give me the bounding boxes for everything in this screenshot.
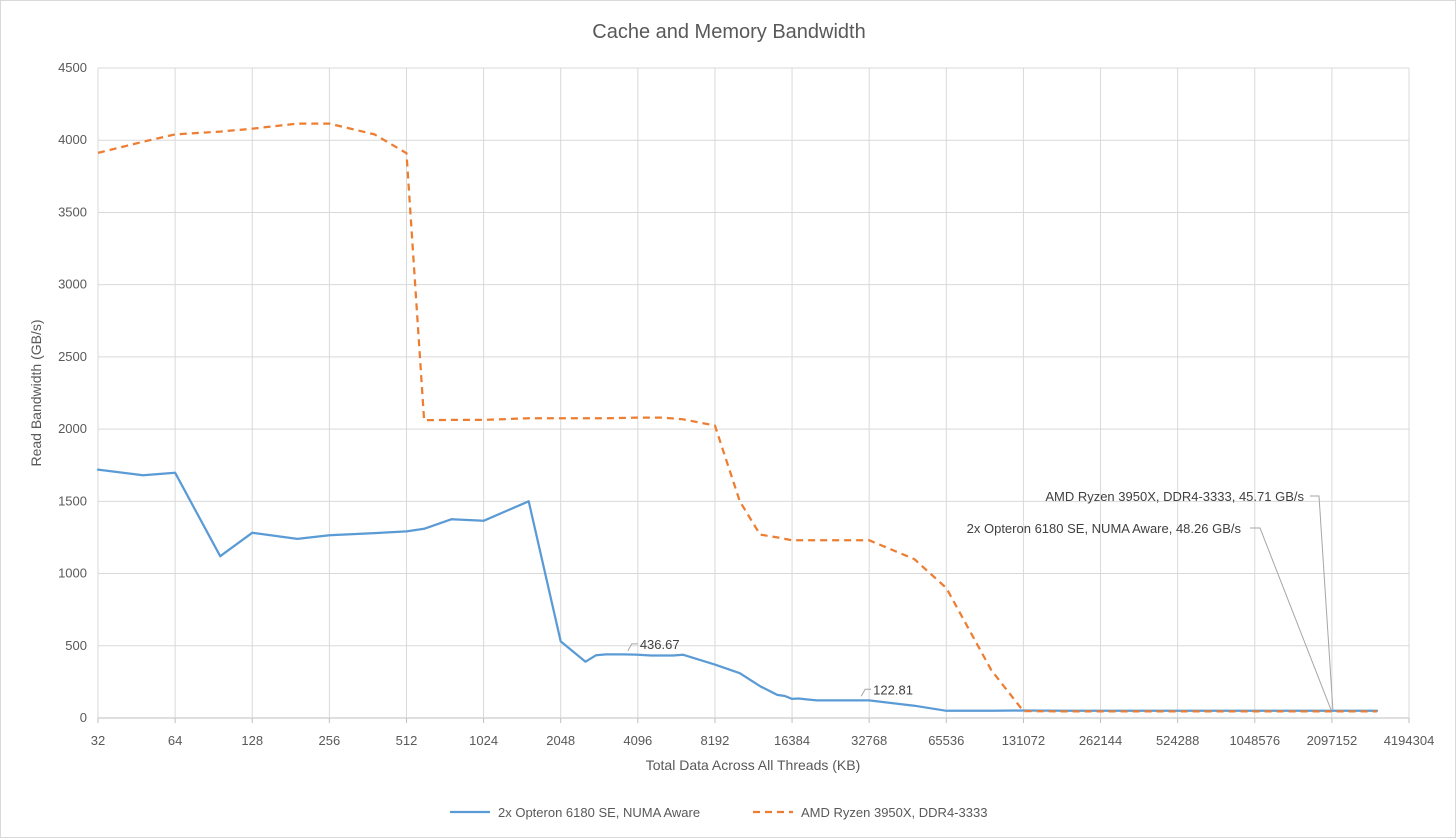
y-tick-label: 2500 (58, 349, 87, 364)
chart-title: Cache and Memory Bandwidth (592, 21, 865, 43)
x-tick-label: 8192 (700, 733, 729, 748)
x-tick-label: 16384 (774, 733, 810, 748)
legend: 2x Opteron 6180 SE, NUMA Aware AMD Ryzen … (450, 805, 987, 820)
x-tick-label: 2097152 (1307, 733, 1358, 748)
series-line-1 (97, 122, 1377, 713)
x-tick-label: 262144 (1079, 733, 1122, 748)
annotation-label: 122.81 (873, 682, 913, 697)
y-tick-label: 3000 (58, 277, 87, 292)
x-tick-label: 128 (241, 733, 263, 748)
grid-lines (97, 67, 1410, 723)
x-tick-label: 32 (91, 733, 105, 748)
y-axis-title: Read Bandwidth (GB/s) (28, 319, 44, 466)
y-tick-label: 500 (65, 638, 87, 653)
y-tick-label: 2000 (58, 421, 87, 436)
x-tick-label: 256 (319, 733, 341, 748)
annotation-leader (1250, 527, 1332, 710)
annotation-label: 2x Opteron 6180 SE, NUMA Aware, 48.26 GB… (967, 521, 1242, 536)
y-tick-label: 1500 (58, 493, 87, 508)
annotation-leader (1310, 495, 1334, 710)
y-tick-label: 4000 (58, 132, 87, 147)
annotation-label: 436.67 (640, 637, 680, 652)
x-tick-label: 1048576 (1229, 733, 1280, 748)
legend-label-0: 2x Opteron 6180 SE, NUMA Aware (498, 805, 700, 820)
y-tick-label: 0 (80, 710, 87, 725)
legend-label-1: AMD Ryzen 3950X, DDR4-3333 (801, 805, 987, 820)
x-tick-label: 512 (396, 733, 418, 748)
y-tick-label: 4500 (58, 60, 87, 75)
x-axis-title: Total Data Across All Threads (KB) (646, 757, 861, 773)
x-tick-label: 2048 (546, 733, 575, 748)
series-line-0 (96, 468, 1379, 712)
x-tick-label: 131072 (1002, 733, 1045, 748)
annotation-label: AMD Ryzen 3950X, DDR4-3333, 45.71 GB/s (1045, 489, 1304, 504)
x-tick-label: 65536 (928, 733, 964, 748)
annotation-leader (860, 688, 872, 697)
x-tick-label: 64 (168, 733, 182, 748)
annotations: 436.67 122.81 AMD Ryzen 3950X, DDR4-3333, … (627, 489, 1334, 710)
series-lines (96, 122, 1379, 713)
x-tick-label: 32768 (851, 733, 887, 748)
x-tick-label: 4194304 (1384, 733, 1435, 748)
tick-labels: 0 500 1000 1500 2000 2500 3000 3500 4000 4500 32 64… (58, 60, 1434, 748)
annotation-leader (627, 643, 638, 652)
x-tick-label: 524288 (1156, 733, 1199, 748)
y-tick-label: 3500 (58, 204, 87, 219)
x-tick-label: 1024 (469, 733, 498, 748)
y-tick-label: 1000 (58, 566, 87, 581)
x-tick-label: 4096 (623, 733, 652, 748)
